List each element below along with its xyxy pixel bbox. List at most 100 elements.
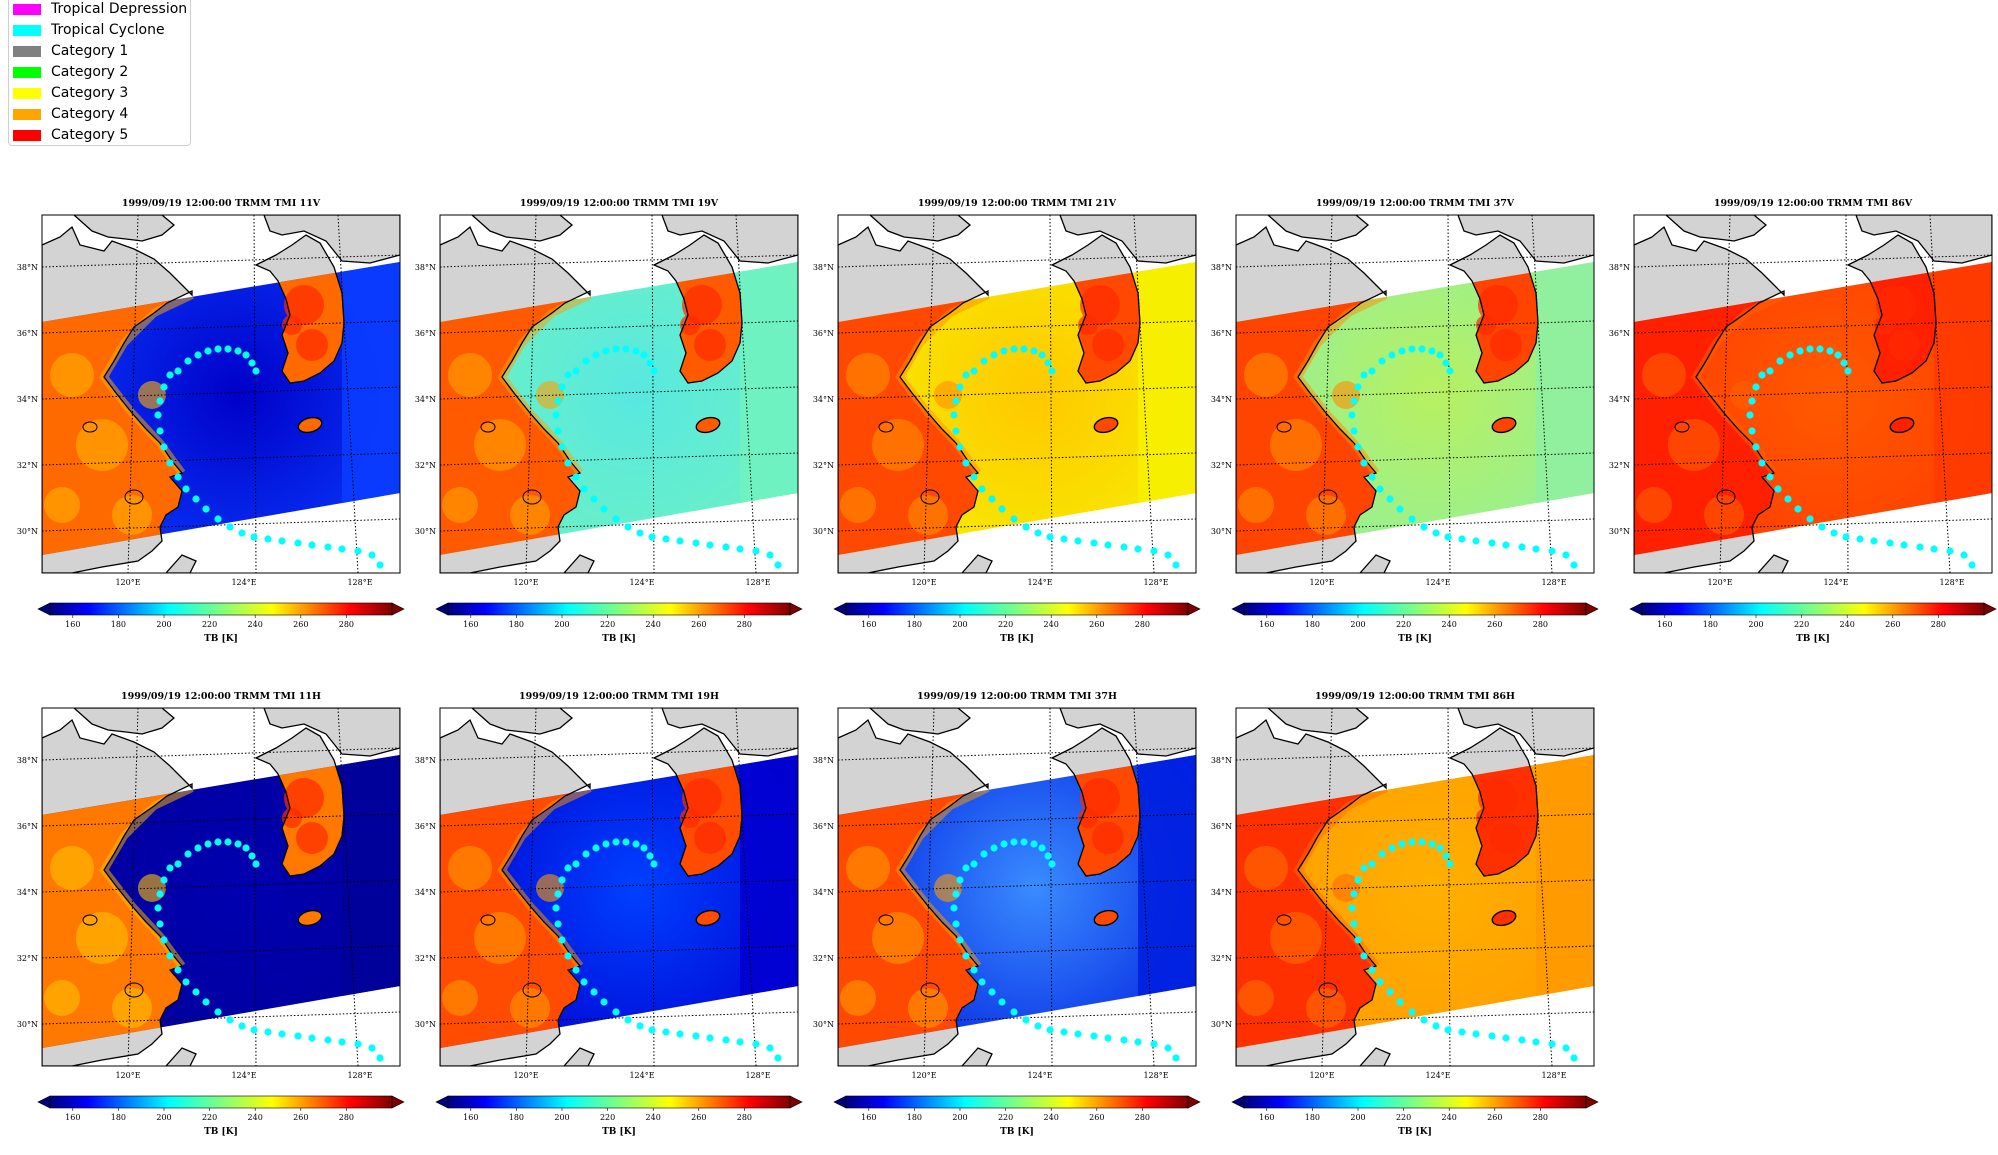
- map-panel-svg: 1999/09/19 12:00:00 TRMM TMI 11H 38°N 36°N…: [17, 691, 405, 1137]
- map-panel-svg: 1999/09/19 12:00:00 TRMM TMI 19V 38°N 36°N…: [415, 198, 803, 644]
- typhoon-track: [552, 345, 782, 569]
- latitude-label: 38°N: [1211, 756, 1232, 765]
- legend-label: Category 5: [51, 127, 129, 143]
- latitude-label: 36°N: [415, 822, 436, 831]
- latitude-label: 34°N: [1609, 395, 1630, 404]
- colorbar-tick-label: 260: [293, 1113, 308, 1122]
- typhoon-track: [552, 838, 782, 1062]
- longitude-label: 120°E: [911, 578, 936, 587]
- latitude-label: 30°N: [813, 1020, 834, 1029]
- map-panel: 1999/09/19 12:00:00 TRMM TMI 86H 38°N 36°N…: [1211, 685, 1600, 1145]
- legend-item: Category 4: [13, 105, 128, 123]
- colorbar-tick-label: 280: [1533, 1113, 1548, 1122]
- colorbar: 160 180 200 220 240 260 280 TB [K]: [435, 1095, 803, 1137]
- longitude-label: 120°E: [513, 1071, 538, 1080]
- typhoon-track: [1348, 838, 1578, 1062]
- map-panel-svg: 1999/09/19 12:00:00 TRMM TMI 37V 38°N 36°N…: [1211, 198, 1599, 644]
- legend-label: Tropical Cyclone: [51, 22, 165, 38]
- colorbar: 160 180 200 220 240 260 280 TB [K]: [37, 602, 405, 644]
- colorbar-tick-label: 280: [1135, 1113, 1150, 1122]
- colorbar: 160 180 200 220 240 260 280 TB [K]: [1629, 602, 1997, 644]
- longitude-label: 124°E: [1823, 578, 1848, 587]
- colorbar-tick-label: 180: [907, 620, 922, 629]
- legend-swatch: [13, 3, 41, 15]
- colorbar: 160 180 200 220 240 260 280 TB [K]: [1231, 602, 1599, 644]
- colorbar-tick-label: 260: [1487, 1113, 1502, 1122]
- colorbar-tick-label: 180: [509, 1113, 524, 1122]
- colorbar-tick-label: 280: [737, 1113, 752, 1122]
- legend-label: Category 1: [51, 43, 129, 59]
- colorbar-tick-label: 240: [1044, 620, 1059, 629]
- latitude-label: 38°N: [1211, 263, 1232, 272]
- colorbar-tick-label: 260: [293, 620, 308, 629]
- legend-item: Category 3: [13, 84, 128, 102]
- latitude-label: 32°N: [415, 461, 436, 470]
- legend-swatch: [13, 66, 41, 78]
- panel-title: 1999/09/19 12:00:00 TRMM TMI 19H: [519, 691, 719, 702]
- longitude-label: 120°E: [115, 578, 140, 587]
- panel-title: 1999/09/19 12:00:00 TRMM TMI 37V: [1316, 198, 1515, 209]
- colorbar-tick-label: 260: [691, 1113, 706, 1122]
- colorbar-tick-label: 260: [1885, 620, 1900, 629]
- latitude-label: 36°N: [1211, 329, 1232, 338]
- legend-swatch: [13, 87, 41, 99]
- panel-title: 1999/09/19 12:00:00 TRMM TMI 11H: [121, 691, 321, 702]
- longitude-label: 128°E: [1541, 578, 1566, 587]
- legend-swatch: [13, 24, 41, 36]
- latitude-label: 34°N: [1211, 888, 1232, 897]
- colorbar-tick-label: 220: [1396, 620, 1411, 629]
- map-panel-svg: 1999/09/19 12:00:00 TRMM TMI 86H 38°N 36°N…: [1211, 691, 1599, 1137]
- colorbar-tick-label: 240: [1442, 620, 1457, 629]
- colorbar-tick-label: 240: [1442, 1113, 1457, 1122]
- latitude-label: 30°N: [415, 527, 436, 536]
- longitude-label: 120°E: [1309, 578, 1334, 587]
- latitude-label: 32°N: [17, 954, 38, 963]
- legend-label: Category 4: [51, 106, 129, 122]
- legend-label: Category 2: [51, 64, 129, 80]
- latitude-label: 38°N: [17, 756, 38, 765]
- colorbar-tick-label: 200: [156, 1113, 171, 1122]
- latitude-label: 30°N: [415, 1020, 436, 1029]
- colorbar-tick-label: 180: [1305, 620, 1320, 629]
- legend-item: Category 2: [13, 63, 128, 81]
- map-panel: 1999/09/19 12:00:00 TRMM TMI 37H 38°N 36°N…: [813, 685, 1202, 1145]
- colorbar-label: TB [K]: [204, 1127, 238, 1137]
- typhoon-track: [154, 838, 384, 1062]
- colorbar-label: TB [K]: [1398, 1127, 1432, 1137]
- colorbar-tick-label: 160: [1259, 620, 1274, 629]
- latitude-label: 38°N: [415, 756, 436, 765]
- typhoon-track: [154, 345, 384, 569]
- longitude-label: 124°E: [1027, 578, 1052, 587]
- colorbar-tick-label: 240: [1044, 1113, 1059, 1122]
- longitude-label: 128°E: [745, 1071, 770, 1080]
- colorbar-tick-label: 220: [1396, 1113, 1411, 1122]
- longitude-label: 124°E: [1425, 578, 1450, 587]
- latitude-label: 36°N: [17, 822, 38, 831]
- latitude-label: 32°N: [1211, 461, 1232, 470]
- longitude-label: 124°E: [231, 1071, 256, 1080]
- colorbar-tick-label: 160: [1657, 620, 1672, 629]
- colorbar-tick-label: 280: [1135, 620, 1150, 629]
- colorbar-tick-label: 220: [202, 1113, 217, 1122]
- colorbar-label: TB [K]: [602, 1127, 636, 1137]
- latitude-label: 30°N: [1609, 527, 1630, 536]
- colorbar-tick-label: 220: [998, 1113, 1013, 1122]
- colorbar-tick-label: 240: [646, 1113, 661, 1122]
- longitude-label: 124°E: [1425, 1071, 1450, 1080]
- latitude-label: 30°N: [1211, 1020, 1232, 1029]
- map-panel: 1999/09/19 12:00:00 TRMM TMI 37V 38°N 36°N…: [1211, 192, 1600, 652]
- colorbar-tick-label: 260: [1089, 1113, 1104, 1122]
- colorbar-tick-label: 280: [339, 620, 354, 629]
- latitude-label: 36°N: [813, 822, 834, 831]
- longitude-label: 120°E: [1309, 1071, 1334, 1080]
- storm-category-legend: Tropical Depression Tropical Cyclone Categ…: [8, 0, 191, 146]
- longitude-label: 128°E: [1541, 1071, 1566, 1080]
- latitude-label: 30°N: [813, 527, 834, 536]
- latitude-label: 38°N: [415, 263, 436, 272]
- latitude-label: 34°N: [17, 395, 38, 404]
- latitude-label: 30°N: [17, 1020, 38, 1029]
- colorbar-tick-label: 240: [1840, 620, 1855, 629]
- colorbar: 160 180 200 220 240 260 280 TB [K]: [1231, 1095, 1599, 1137]
- latitude-label: 32°N: [1211, 954, 1232, 963]
- latitude-label: 36°N: [17, 329, 38, 338]
